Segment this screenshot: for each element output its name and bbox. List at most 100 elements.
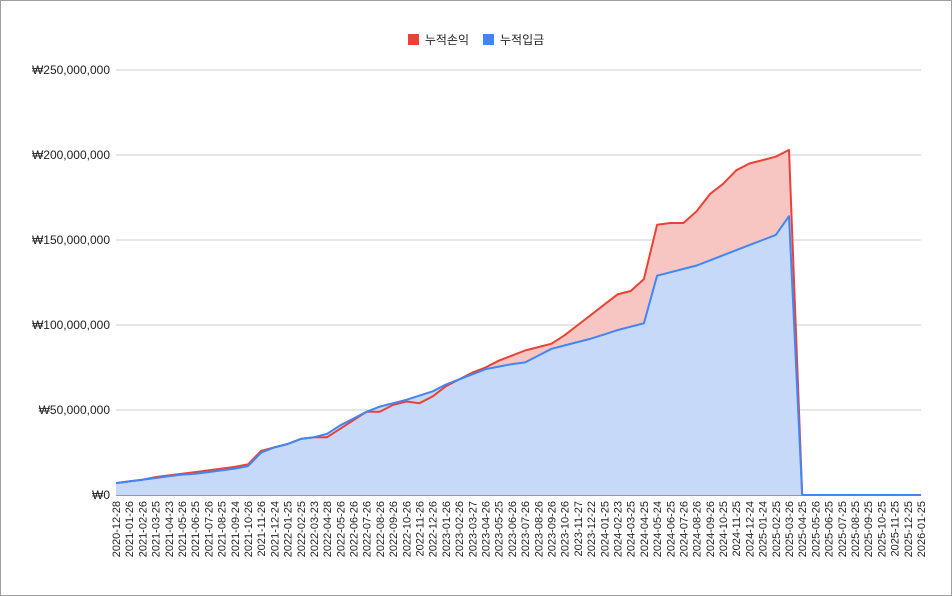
x-tick-label: 2024-09-26 <box>705 501 717 557</box>
x-tick-label: 2025-04-25 <box>797 501 809 557</box>
point-deposit <box>616 329 618 331</box>
x-tick-label: 2024-04-25 <box>639 501 651 557</box>
y-tick-label: ₩200,000,000 <box>32 148 110 162</box>
x-tick-label: 2022-03-23 <box>309 501 321 557</box>
line-profit[interactable] <box>115 148 921 496</box>
legend-swatch-deposit <box>483 33 494 45</box>
x-tick-label: 2024-11-25 <box>731 501 743 556</box>
x-tick-label: 2024-07-26 <box>678 501 690 557</box>
point-profit <box>656 224 658 226</box>
legend-item-deposit[interactable]: 누적입금 <box>483 31 544 48</box>
x-tick-label: 2022-11-26 <box>415 501 427 556</box>
x-tick-label: 2022-10-26 <box>401 501 413 557</box>
chart-legend: 누적손익 누적입금 <box>0 30 952 48</box>
point-profit <box>709 193 711 195</box>
x-tick-label: 2022-08-26 <box>375 501 387 557</box>
x-tick-label: 2021-10-26 <box>243 501 255 557</box>
x-tick-label: 2025-03-26 <box>784 501 796 557</box>
point-deposit <box>498 366 500 368</box>
x-tick-label: 2024-06-25 <box>665 501 677 557</box>
point-profit <box>735 169 737 171</box>
point-deposit <box>590 338 592 340</box>
point-deposit <box>115 482 117 484</box>
point-profit <box>419 402 421 404</box>
x-tick-label: 2025-06-25 <box>824 501 836 557</box>
y-tick-label: ₩250,000,000 <box>32 63 110 77</box>
x-tick-label: 2024-03-25 <box>626 501 638 557</box>
point-profit <box>511 355 513 357</box>
x-tick-label: 2023-09-26 <box>546 501 558 557</box>
point-deposit <box>537 355 539 357</box>
x-tick-label: 2024-08-26 <box>692 501 704 557</box>
x-tick-label: 2022-07-26 <box>362 501 374 557</box>
x-tick-label: 2023-03-27 <box>467 501 479 557</box>
point-deposit <box>748 244 750 246</box>
x-tick-label: 2021-11-26 <box>256 501 268 556</box>
point-profit <box>590 314 592 316</box>
x-tick-label: 2025-12-25 <box>903 501 915 557</box>
point-deposit <box>405 399 407 401</box>
x-tick-label: 2023-07-26 <box>520 501 532 557</box>
x-tick-label: 2022-09-26 <box>388 501 400 557</box>
point-deposit <box>326 433 328 435</box>
point-deposit <box>801 494 803 496</box>
point-profit <box>788 149 790 151</box>
point-deposit <box>603 333 605 335</box>
point-profit <box>616 293 618 295</box>
x-tick-label: 2023-12-22 <box>586 501 598 557</box>
point-deposit <box>128 480 130 482</box>
point-profit <box>722 183 724 185</box>
legend-swatch-profit <box>407 33 419 45</box>
point-deposit <box>894 494 896 496</box>
point-deposit <box>392 402 394 404</box>
point-deposit <box>379 406 381 408</box>
x-tick-label: 2025-08-25 <box>850 501 862 557</box>
x-tick-label: 2020-12-28 <box>111 501 123 557</box>
point-deposit <box>524 361 526 363</box>
point-deposit <box>920 494 922 496</box>
point-deposit <box>722 254 724 256</box>
point-deposit <box>445 384 447 386</box>
x-tick-label: 2025-02-25 <box>771 501 783 557</box>
x-tick-label: 2024-10-25 <box>718 501 730 557</box>
point-deposit <box>762 239 764 241</box>
x-tick-label: 2021-03-25 <box>151 501 163 557</box>
y-tick-label: ₩50,000,000 <box>39 403 111 417</box>
y-tick-label: ₩0 <box>92 488 110 502</box>
point-profit <box>564 334 566 336</box>
point-profit <box>748 163 750 165</box>
point-deposit <box>353 418 355 420</box>
point-deposit <box>471 373 473 375</box>
x-tick-label: 2023-10-26 <box>560 501 572 557</box>
point-deposit <box>867 494 869 496</box>
x-tick-label: 2021-05-26 <box>177 501 189 557</box>
point-deposit <box>630 326 632 328</box>
point-deposit <box>907 494 909 496</box>
series-lines <box>115 148 922 496</box>
point-profit <box>524 350 526 352</box>
x-tick-label: 2025-05-26 <box>810 501 822 557</box>
legend-label-profit: 누적손익 <box>424 32 469 47</box>
x-tick-label: 2022-05-26 <box>335 501 347 557</box>
point-profit <box>630 290 632 292</box>
line-deposit[interactable] <box>115 215 921 496</box>
point-deposit <box>247 465 249 467</box>
point-deposit <box>511 363 513 365</box>
point-deposit <box>168 475 170 477</box>
point-deposit <box>775 234 777 236</box>
point-deposit <box>669 271 671 273</box>
point-deposit <box>550 348 552 350</box>
legend-item-profit[interactable]: 누적손익 <box>407 31 469 48</box>
point-deposit <box>366 411 368 413</box>
point-deposit <box>735 249 737 251</box>
point-profit <box>432 395 434 397</box>
x-tick-label: 2023-05-25 <box>494 501 506 557</box>
y-tick-label: ₩100,000,000 <box>32 318 110 332</box>
point-profit <box>326 436 328 438</box>
point-profit <box>498 360 500 362</box>
point-profit <box>775 156 777 158</box>
point-profit <box>682 222 684 224</box>
point-deposit <box>273 446 275 448</box>
x-tick-label: 2023-11-27 <box>573 501 585 556</box>
